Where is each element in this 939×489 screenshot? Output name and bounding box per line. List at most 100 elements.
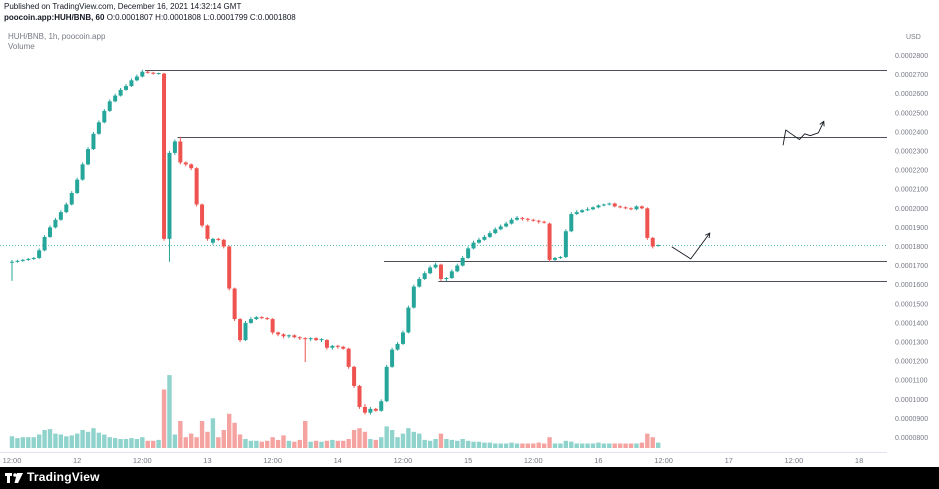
volume-bar [525,443,531,448]
candle-body [205,225,210,239]
candle [438,263,443,281]
candle [167,151,172,262]
volume-bar [476,441,482,448]
candle [232,287,237,321]
candle-body [379,401,384,411]
candle-body [156,73,161,75]
volume-bar [482,442,487,448]
y-tick-label: 0.0001200 [895,359,928,366]
candle [400,330,405,345]
x-tick-label: 12 [73,456,81,465]
volume-bar [509,442,514,448]
candle-body [466,248,471,258]
candle [406,305,411,334]
projection-arrowhead [819,120,825,127]
candle-body [639,206,644,209]
volume-bar [254,440,259,448]
candle [341,345,346,350]
candle [37,248,42,259]
candle-body [286,335,291,337]
volume-bar [531,443,536,448]
y-tick-label: 0.0002300 [895,149,928,156]
volume-bar [221,430,226,448]
candle [563,229,568,258]
y-tick-label: 0.0002800 [895,53,928,60]
candle [493,227,498,235]
candle [118,87,123,97]
projection-arrowhead [705,232,711,239]
candle-body [525,218,530,220]
candle [384,364,389,403]
candle-body [124,86,129,90]
candle-body [612,203,617,207]
candle [102,108,107,124]
candle-body [172,141,177,153]
volume-bar [569,441,574,448]
candle-body [102,110,107,123]
candle [31,257,36,260]
candle [411,284,416,309]
candle-body [210,238,215,243]
candle [113,93,118,103]
candle [449,269,454,279]
candle-body [341,346,346,349]
volume-bar [237,434,243,448]
volume-bar [303,421,308,448]
volume-bar [503,443,509,448]
candle-body [113,95,118,102]
candle [314,337,319,342]
candle [259,316,264,320]
candle [324,339,329,350]
candle [151,71,156,75]
volume-bar [411,431,417,448]
y-tick-label: 0.0002500 [895,110,928,117]
volume-bar [123,439,129,448]
volume-bar [156,439,161,448]
volume-bar [210,418,216,448]
volume-bar [20,437,26,448]
volume-bar [379,437,384,448]
candle-body [281,334,286,337]
volume-bar [199,421,205,448]
currency-label[interactable]: USD [906,34,921,41]
candle-body [455,265,460,272]
y-tick-label: 0.0000900 [895,416,928,423]
candle [645,207,650,240]
candle-body [542,221,547,223]
candle [525,217,530,222]
x-tick-label: 18 [855,456,863,465]
candle [433,262,438,269]
volume-bar [389,430,395,448]
volume-bar [395,437,400,448]
candle [42,235,47,252]
candle-body [308,338,313,340]
candle-body [352,366,357,386]
volume-bar [362,431,368,448]
candle [286,334,291,339]
candlestick-chart[interactable]: 0.00027250.00023740.00017260.00016180.00… [0,27,939,467]
candle [428,265,433,275]
volume-bar [438,433,444,448]
candle-body [428,267,433,274]
volume-bar [69,435,74,448]
volume-bar [134,439,140,448]
volume-bar [265,440,270,448]
candle [444,277,449,282]
candle-body [162,73,167,239]
candle [460,256,465,267]
candle [210,237,215,245]
candle [75,177,80,194]
volume-bar [31,437,36,448]
candle [520,216,525,221]
candle [205,224,210,241]
candle-body [91,133,96,150]
volume-bar [639,442,645,448]
candle-body [618,206,623,208]
volume-bar [308,441,313,448]
volume-bar [58,434,64,448]
candle [629,207,634,211]
candle-body [216,238,221,240]
ohlc-values: O:0.0001807 H:0.0001808 L:0.0001799 C:0.… [106,13,296,22]
volume-bar [129,438,134,448]
volume-bar [655,442,661,448]
